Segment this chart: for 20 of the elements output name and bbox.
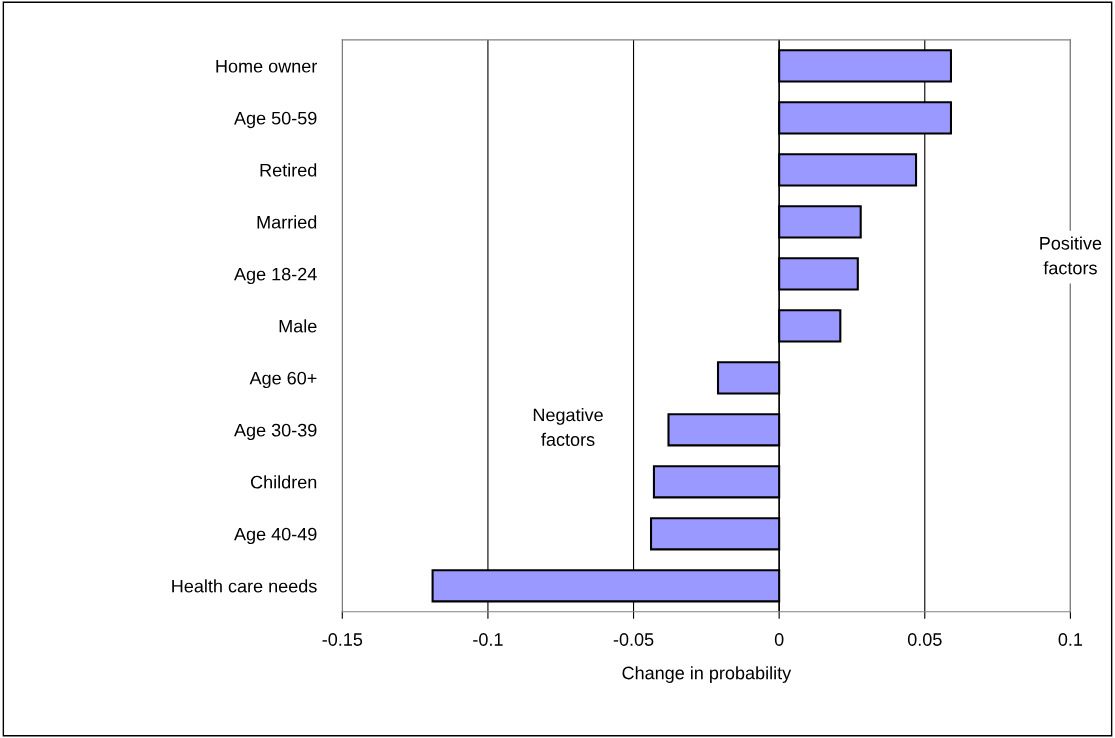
y-tick-label: Age 50-59 xyxy=(234,111,317,129)
y-tick-label: Health care needs xyxy=(172,579,317,593)
y-tick-label: Age 60+ xyxy=(249,371,317,389)
annotation: Positive factors xyxy=(1040,236,1102,275)
annotation: Negative factors xyxy=(533,408,603,446)
x-tick-label: -0.1 xyxy=(473,633,503,646)
x-axis-title: Change in probability xyxy=(622,666,792,683)
x-tick-label: -0.05 xyxy=(613,633,654,646)
y-tick-label: Age 18-24 xyxy=(234,267,317,285)
y-tick-label: Age 40-49 xyxy=(234,527,317,545)
y-tick-label: Age 30-39 xyxy=(234,423,317,441)
x-tick-label: 0.1 xyxy=(1058,633,1083,646)
x-tick-label: 0.05 xyxy=(907,633,942,646)
y-tick-label: Children xyxy=(250,475,317,489)
x-tick-label: -0.15 xyxy=(322,633,363,646)
y-tick-label: Married xyxy=(257,215,317,229)
x-tick-label: 0 xyxy=(774,633,784,646)
y-tick-label: Home owner xyxy=(216,59,318,73)
y-tick-label: Retired xyxy=(260,163,317,177)
y-tick-label: Male xyxy=(279,319,317,333)
